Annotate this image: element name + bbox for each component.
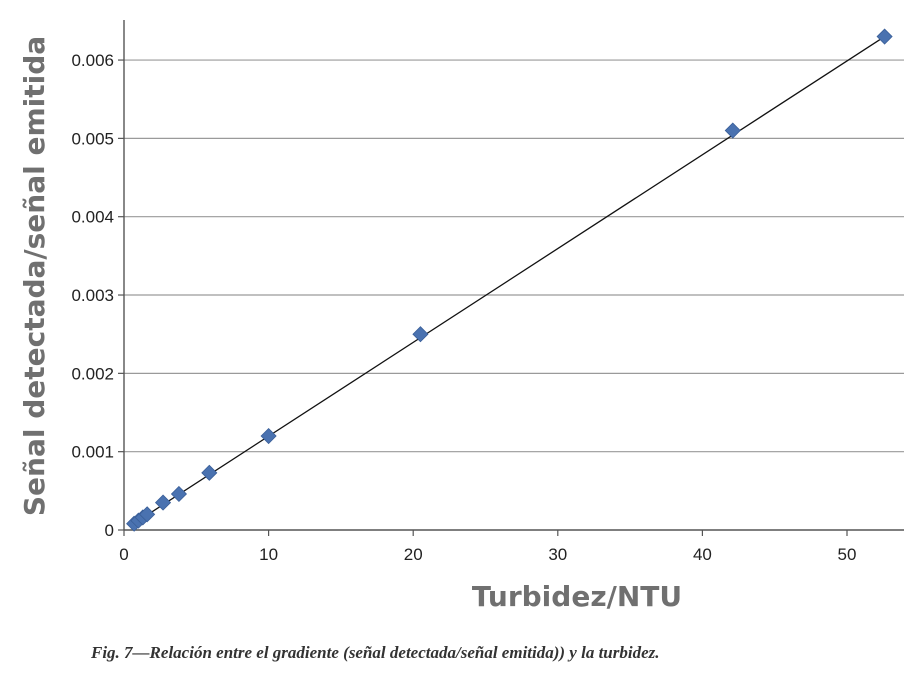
y-tick-label: 0 [105, 521, 114, 540]
data-point [154, 494, 172, 511]
grid-lines [124, 59, 904, 453]
x-tick-label: 30 [548, 545, 567, 564]
axes [123, 20, 904, 531]
x-tick-label: 40 [693, 545, 712, 564]
trendline-line [130, 36, 885, 526]
y-axis-ticks: 0 0.001 0.002 0.003 0.004 0.005 0.006 [71, 51, 124, 540]
x-axis-ticks: 0 10 20 30 40 50 [119, 530, 856, 564]
x-tick-label: 20 [404, 545, 423, 564]
x-tick-label: 0 [119, 545, 128, 564]
x-axis-title: Turbidez/NTU [472, 580, 682, 613]
y-tick-label: 0.003 [71, 286, 114, 305]
y-tick-label: 0.005 [71, 129, 114, 148]
y-tick-label: 0.002 [71, 364, 114, 383]
y-tick-label: 0.001 [71, 443, 114, 462]
data-points [126, 28, 893, 532]
scatter-chart: 0 0.001 0.002 0.003 0.004 0.005 0.006 0 10 20 30 4… [18, 20, 904, 613]
x-tick-label: 50 [838, 545, 857, 564]
data-point [201, 464, 218, 481]
data-point [260, 427, 277, 445]
figure-caption: Fig. 7—Relación entre el gradiente (seña… [91, 643, 660, 662]
data-point [724, 122, 741, 139]
x-tick-label: 10 [259, 545, 278, 564]
data-point [876, 28, 893, 45]
trendline [130, 36, 885, 526]
data-point [139, 506, 156, 523]
y-axis-title: Señal detectada/señal emitida [18, 36, 51, 516]
data-point [170, 485, 188, 503]
data-point [412, 326, 429, 343]
y-tick-label: 0.006 [71, 51, 114, 70]
y-tick-label: 0.004 [71, 208, 114, 227]
